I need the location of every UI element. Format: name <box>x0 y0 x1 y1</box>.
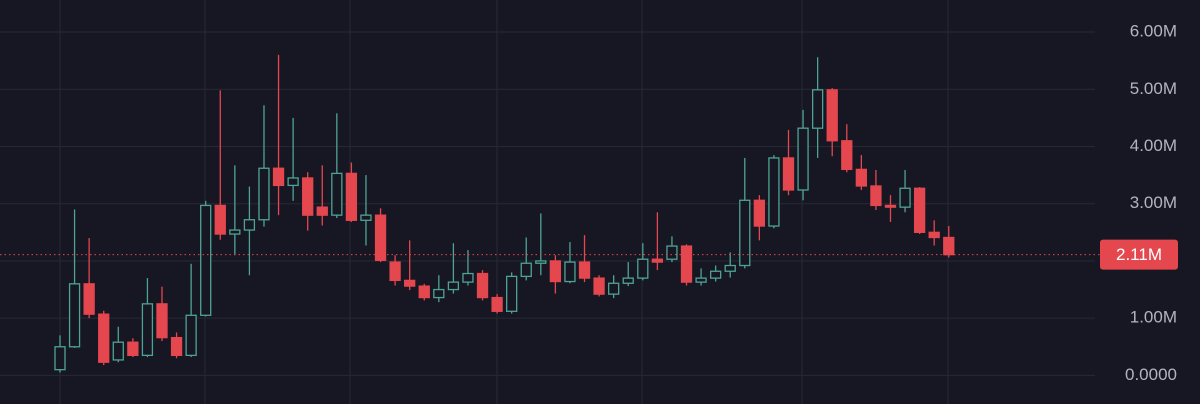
candle-body <box>272 167 285 187</box>
candle-body <box>243 219 256 231</box>
candle-body <box>345 172 358 221</box>
y-tick-label: 4.00M <box>1130 136 1177 155</box>
candle-body <box>666 245 678 260</box>
candle-body <box>389 261 401 282</box>
candle-body <box>870 185 882 207</box>
candle-body <box>112 341 124 361</box>
candle-body <box>811 89 824 129</box>
candle-body <box>535 260 547 264</box>
candle-body <box>797 127 809 191</box>
candle-body <box>899 187 911 208</box>
candle-body <box>54 346 66 371</box>
candle-body <box>141 303 154 357</box>
candle-body <box>83 283 95 315</box>
candle-body <box>258 167 270 221</box>
candle-body <box>768 157 780 227</box>
candle-body <box>826 89 838 142</box>
candle-body <box>506 275 518 312</box>
candle-body <box>739 199 751 267</box>
candle-body <box>374 214 387 262</box>
candle-body <box>491 296 503 312</box>
candle-body <box>841 140 853 171</box>
candle-body <box>229 229 241 235</box>
candle-body <box>404 279 416 287</box>
y-tick-label: 6.00M <box>1130 22 1177 41</box>
candle-body <box>578 261 591 279</box>
candle-body <box>637 258 649 279</box>
candle-body <box>433 288 445 299</box>
candle-body <box>127 341 139 357</box>
candle-body <box>928 231 940 239</box>
candle-body <box>520 262 532 278</box>
candle-body <box>680 245 693 283</box>
candle-body <box>753 199 766 227</box>
candle-body <box>549 260 562 283</box>
candle-body <box>316 206 328 216</box>
last-price-badge <box>1100 239 1178 270</box>
y-tick-label: 0.0000 <box>1125 365 1177 384</box>
candle-body <box>200 204 212 316</box>
candle-body <box>287 177 299 187</box>
candle-body <box>651 258 664 263</box>
candle-body <box>855 168 867 187</box>
y-tick-label: 1.00M <box>1130 308 1177 327</box>
candle-body <box>98 313 110 363</box>
candle-body <box>447 281 460 291</box>
y-tick-label: 5.00M <box>1130 79 1177 98</box>
candle-body <box>476 272 489 299</box>
candle-body <box>214 204 226 235</box>
candle-body <box>943 236 955 256</box>
candle-body <box>724 264 736 272</box>
candle-body <box>593 277 605 295</box>
candle-body <box>710 270 722 279</box>
last-price-label: 2.11M <box>1116 245 1162 264</box>
candle-body <box>68 283 81 348</box>
candle-body <box>185 314 197 357</box>
candle-body <box>156 303 168 339</box>
candle-body <box>331 172 343 216</box>
candle-body <box>608 282 620 295</box>
candle-body <box>913 187 926 233</box>
y-tick-label: 3.00M <box>1130 193 1177 212</box>
candle-body <box>302 177 314 216</box>
candle-body <box>564 261 576 283</box>
candle-body <box>170 336 183 357</box>
candle-body <box>695 277 707 283</box>
candle-body <box>360 214 372 221</box>
candle-body <box>462 272 474 283</box>
candle-body <box>782 157 795 191</box>
candle-body <box>418 285 430 299</box>
candle-body <box>884 204 897 208</box>
candle-body <box>622 277 634 284</box>
